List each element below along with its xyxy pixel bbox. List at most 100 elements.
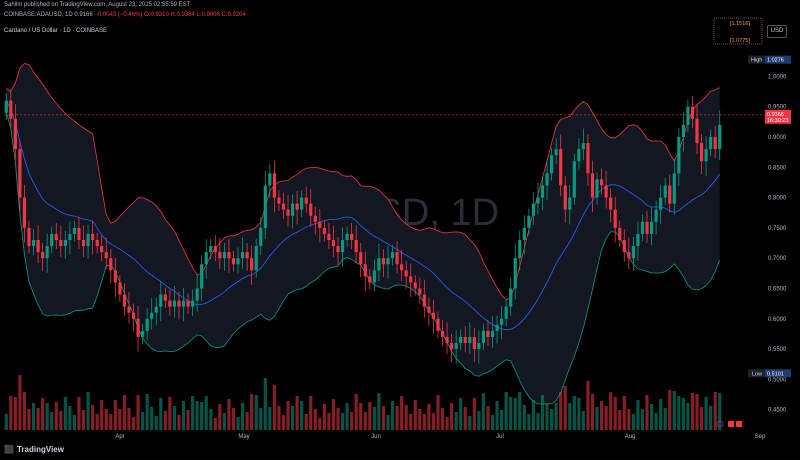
last-price-countdown: 16:30:23 (767, 118, 788, 124)
currency-button[interactable]: USD (767, 25, 787, 38)
volume-bar (563, 386, 567, 430)
volume-bar (413, 400, 417, 430)
candle-body (390, 252, 395, 259)
volume-bar (440, 408, 445, 430)
low-tag-value-bg (765, 369, 791, 378)
volume-bar (100, 400, 104, 430)
volume-bar (500, 410, 504, 430)
bollinger-upper-line (6, 63, 720, 301)
candle-body (127, 306, 131, 313)
candle-body (231, 258, 236, 265)
candle-body (554, 149, 558, 156)
volume-bar (31, 403, 36, 430)
volume-bar (568, 403, 572, 430)
candle-body (318, 221, 322, 228)
candle-body (445, 336, 449, 344)
volume-bar (113, 400, 117, 430)
low-tag-label: Low (752, 371, 762, 377)
range-upper-tag: [1.1516] (730, 21, 750, 27)
candle-body (22, 197, 27, 228)
candle-body (527, 215, 531, 228)
volume-bar (618, 410, 622, 430)
volume-bar (627, 409, 631, 430)
volume-bar (381, 406, 386, 430)
volume-bar (409, 414, 413, 430)
time-axis-label: Jul (496, 434, 504, 440)
volume-bar (713, 392, 717, 430)
candle-body (486, 330, 490, 337)
ohlc-values: O:0.9310 H:0.9384 L:0.9006 C:0.9204 (144, 12, 246, 18)
volume-bar (654, 413, 658, 430)
brand-name: TradingView (16, 445, 64, 454)
volume-bar (245, 412, 249, 430)
last-price-value: 0.9366 (767, 112, 784, 118)
volume-bar (172, 406, 177, 430)
price-tick-label: 0.9500 (768, 105, 787, 111)
candle-body (450, 343, 454, 350)
candle-body (186, 300, 190, 307)
volume-bar (177, 415, 181, 430)
candle-body (659, 197, 663, 210)
candle-body (222, 252, 226, 259)
volume-bar (545, 404, 549, 430)
volume-bar (445, 417, 449, 430)
candle-body (663, 185, 667, 198)
candle-body (627, 252, 631, 259)
volume-bar (154, 416, 158, 430)
candle-body (495, 324, 499, 331)
price-tick-label: 1.0000 (768, 74, 787, 80)
candle-body (586, 143, 590, 174)
volume-bar (181, 401, 186, 430)
volume-bar (372, 407, 376, 430)
candle-body (381, 258, 386, 265)
candle-body (9, 100, 13, 119)
candle-body (413, 282, 417, 289)
volume-bar (549, 409, 554, 430)
candle-body (163, 294, 167, 301)
volume-bar (459, 398, 463, 430)
candle-body (209, 246, 213, 253)
high-tag-bg (748, 55, 765, 64)
volume-bar (400, 396, 404, 430)
volume-bar (663, 408, 667, 430)
volume-bar (77, 397, 81, 430)
candle-body (150, 312, 154, 319)
candle-body (272, 173, 276, 198)
candle-body (649, 221, 654, 234)
range-box (713, 17, 763, 45)
candle-body (77, 227, 81, 240)
volume-bar (468, 416, 472, 430)
candle-body (559, 149, 563, 186)
volume-bar (222, 413, 226, 430)
volume-bar (91, 405, 95, 430)
volume-bar (50, 412, 54, 430)
candle-body (477, 343, 481, 350)
volume-bar (681, 398, 685, 430)
candle-body (213, 246, 217, 253)
volume-bar (613, 397, 617, 430)
volume-bar (22, 392, 27, 430)
candle-body (427, 306, 431, 313)
candle-body (168, 300, 172, 307)
candle-body (68, 233, 72, 240)
chart-legend: Cardano / US Dollar · 1D · COINBASE (4, 28, 108, 34)
candle-body (709, 136, 713, 150)
volume-bar (559, 392, 563, 430)
last-price-tag-bg (765, 109, 791, 124)
volume-bar (531, 400, 536, 430)
candle-body (531, 203, 536, 216)
candle-body (218, 252, 222, 259)
time-axis-label: Apr (115, 434, 124, 440)
volume-bar (390, 401, 395, 430)
candle-body (118, 282, 122, 295)
volume-bar (363, 412, 367, 430)
volume-bar (640, 409, 645, 430)
news-icon (728, 421, 734, 427)
volume-bar (45, 403, 49, 430)
candle-body (718, 124, 722, 150)
brand-logo[interactable]: ⬛ TradingView (4, 445, 64, 454)
volume-bar (368, 402, 372, 430)
volume-bar (54, 402, 58, 430)
low-tag-value: 0.5101 (767, 371, 784, 377)
